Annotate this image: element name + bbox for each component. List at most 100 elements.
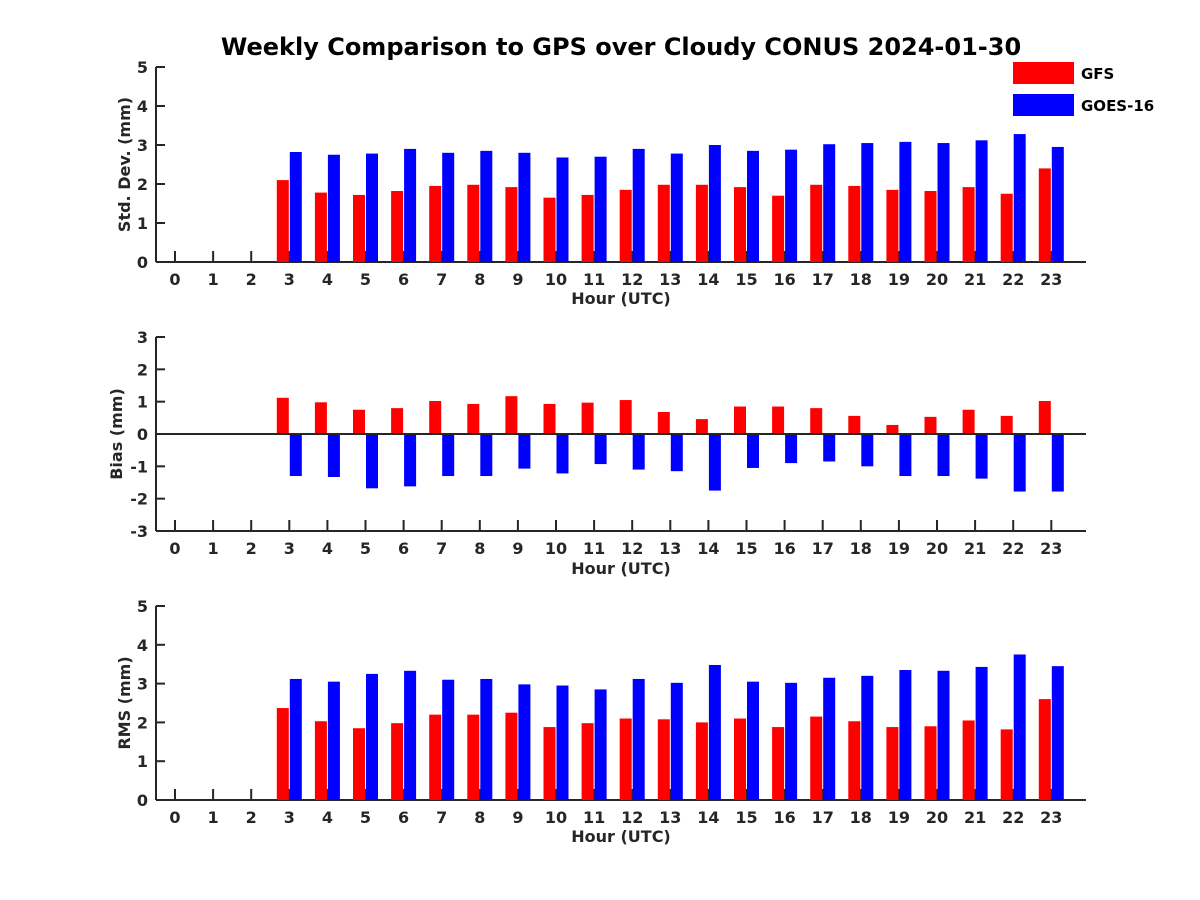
- rms-bar-gfs: [695, 722, 708, 800]
- std-dev-x-tick-label: 14: [697, 270, 719, 289]
- std-dev-bar-gfs: [657, 184, 670, 262]
- rms-bar-goes-16: [518, 684, 531, 800]
- rms-bar-goes-16: [442, 679, 455, 800]
- rms-bar-goes-16: [708, 664, 721, 800]
- legend-label-goes-16: GOES-16: [1081, 97, 1154, 115]
- bias-bar-gfs: [314, 402, 327, 434]
- std-dev-x-tick-label: 8: [474, 270, 485, 289]
- std-dev-x-tick-label: 3: [284, 270, 295, 289]
- bias-bar-goes-16: [404, 434, 417, 487]
- std-dev-bar-gfs: [619, 189, 632, 262]
- bias-x-tick-label: 11: [583, 539, 605, 558]
- std-dev-y-tick-label: 2: [137, 175, 148, 194]
- rms-x-tick-label: 1: [208, 808, 219, 827]
- rms-bar-gfs: [505, 712, 518, 800]
- std-dev-x-tick-label: 18: [850, 270, 872, 289]
- bias-x-tick-label: 18: [850, 539, 872, 558]
- std-dev-bar-gfs: [314, 192, 327, 262]
- std-dev-bar-goes-16: [1051, 146, 1064, 262]
- bias-bar-gfs: [619, 400, 632, 434]
- std-dev-x-tick-label: 17: [812, 270, 834, 289]
- rms-bar-gfs: [581, 723, 594, 800]
- bias-bar-goes-16: [289, 434, 302, 477]
- rms-bar-gfs: [772, 727, 785, 800]
- rms-bar-goes-16: [975, 666, 988, 800]
- rms-x-tick-label: 7: [436, 808, 447, 827]
- rms-x-tick-label: 22: [1002, 808, 1024, 827]
- std-dev-x-tick-label: 0: [169, 270, 180, 289]
- std-dev-bar-gfs: [391, 191, 404, 262]
- std-dev-x-tick-label: 21: [964, 270, 986, 289]
- bias-bar-gfs: [429, 401, 442, 434]
- std-dev-bar-gfs: [1038, 168, 1051, 262]
- std-dev-bar-goes-16: [632, 148, 645, 262]
- std-dev-y-tick-label: 5: [137, 58, 148, 77]
- rms-x-tick-label: 0: [169, 808, 180, 827]
- rms-y-tick-label: 4: [137, 636, 148, 655]
- std-dev-bar-goes-16: [670, 153, 683, 262]
- bias-bar-gfs: [924, 416, 937, 434]
- rms-x-tick-label: 21: [964, 808, 986, 827]
- bias-bar-gfs: [1038, 401, 1051, 434]
- std-dev-bar-gfs: [353, 194, 365, 262]
- bias-bar-goes-16: [632, 434, 645, 470]
- std-dev-x-tick-label: 7: [436, 270, 447, 289]
- rms-y-tick-label: 1: [137, 752, 148, 771]
- bias-bar-goes-16: [670, 434, 683, 472]
- std-dev-x-tick-label: 6: [398, 270, 409, 289]
- bias-bar-gfs: [467, 403, 480, 434]
- rms-bar-gfs: [924, 726, 937, 800]
- std-dev-bar-goes-16: [404, 148, 417, 262]
- bias-x-tick-label: 2: [246, 539, 257, 558]
- bias-bar-gfs: [543, 403, 556, 434]
- rms-x-tick-label: 13: [659, 808, 681, 827]
- std-dev-x-tick-label: 4: [322, 270, 333, 289]
- rms-x-tick-label: 3: [284, 808, 295, 827]
- bias-bar-goes-16: [366, 434, 378, 489]
- std-dev-x-axis-label: Hour (UTC): [571, 289, 671, 308]
- std-dev-bar-goes-16: [937, 143, 950, 262]
- bias-bar-gfs: [581, 402, 594, 434]
- std-dev-bar-goes-16: [1013, 134, 1026, 262]
- rms-x-tick-label: 17: [812, 808, 834, 827]
- rms-x-tick-label: 19: [888, 808, 910, 827]
- legend-swatch-goes-16: [1013, 94, 1074, 116]
- rms-x-tick-label: 23: [1040, 808, 1062, 827]
- std-dev-bar-goes-16: [594, 156, 607, 262]
- std-dev-bar-gfs: [505, 187, 518, 262]
- rms-x-tick-label: 4: [322, 808, 333, 827]
- bias-y-tick-label: 0: [137, 425, 148, 444]
- bias-bar-gfs: [810, 408, 823, 434]
- bias-bar-gfs: [657, 412, 670, 434]
- bias-y-tick-label: -3: [130, 522, 148, 541]
- rms-x-tick-label: 20: [926, 808, 948, 827]
- std-dev-bar-goes-16: [708, 145, 721, 262]
- bias-x-tick-label: 4: [322, 539, 333, 558]
- bias-bar-goes-16: [747, 434, 759, 468]
- std-dev-x-tick-label: 19: [888, 270, 910, 289]
- bias-bar-goes-16: [518, 434, 531, 469]
- std-dev-bar-goes-16: [480, 150, 493, 262]
- rms-x-tick-label: 11: [583, 808, 605, 827]
- bias-x-axis-label: Hour (UTC): [571, 559, 671, 578]
- rms-bar-gfs: [657, 719, 670, 800]
- std-dev-y-tick-label: 0: [137, 253, 148, 272]
- rms-x-tick-label: 14: [697, 808, 719, 827]
- std-dev-x-tick-label: 12: [621, 270, 643, 289]
- bias-x-tick-label: 8: [474, 539, 485, 558]
- bias-bar-goes-16: [1013, 434, 1026, 492]
- bias-bar-goes-16: [442, 434, 455, 477]
- std-dev-bar-gfs: [734, 187, 746, 262]
- bias-x-tick-label: 0: [169, 539, 180, 558]
- rms-y-tick-label: 2: [137, 713, 148, 732]
- rms-bar-gfs: [734, 718, 746, 800]
- std-dev-x-tick-label: 13: [659, 270, 681, 289]
- rms-x-tick-label: 18: [850, 808, 872, 827]
- std-dev-x-tick-label: 5: [360, 270, 371, 289]
- bias-bar-goes-16: [327, 434, 340, 478]
- rms-x-axis-label: Hour (UTC): [571, 827, 671, 846]
- std-dev-y-tick-label: 4: [137, 97, 148, 116]
- std-dev-bar-gfs: [848, 185, 861, 262]
- rms-bar-goes-16: [937, 670, 950, 800]
